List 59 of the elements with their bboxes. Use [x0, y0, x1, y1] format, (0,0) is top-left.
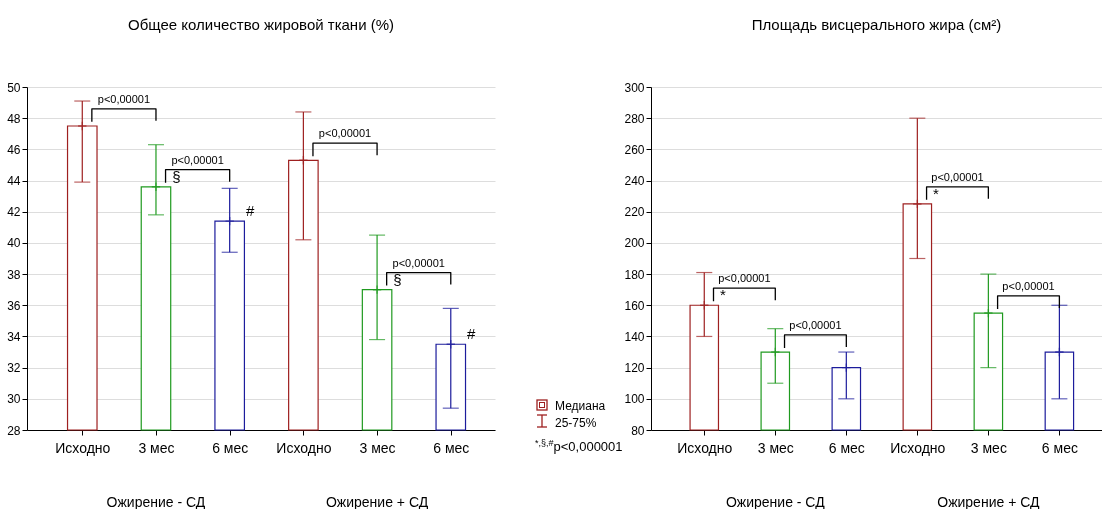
y-tick-label: 240 [624, 174, 645, 189]
annotation: p<0,00001 [931, 170, 984, 183]
y-tick-label: 28 [7, 423, 21, 438]
annotation: p<0,00001 [789, 318, 842, 331]
annotation: § [393, 270, 402, 288]
y-tick-label: 48 [7, 111, 21, 126]
chart-title: Площадь висцерального жира (см²) [751, 16, 1002, 33]
y-tick-label: 80 [631, 423, 645, 438]
x-tick-label: 6 мес [1041, 439, 1078, 456]
y-tick-label: 220 [624, 205, 645, 220]
x-tick-label: 3 мес [359, 439, 396, 456]
text: Ожирение + СД [937, 494, 1040, 509]
x-tick-label: Исходно [276, 439, 332, 456]
annotation: p<0,00001 [318, 127, 372, 140]
y-tick-label: 40 [7, 236, 21, 251]
x-tick-label: 3 мес [757, 439, 794, 456]
y-tick-label: 160 [624, 298, 645, 313]
y-tick-label: 34 [7, 329, 21, 344]
y-tick-label: 100 [624, 392, 645, 407]
y-tick-label: 44 [7, 174, 21, 189]
y-tick-label: 180 [624, 267, 645, 282]
x-tick-label: 6 мес [433, 439, 470, 456]
annotation: p<0,00001 [1002, 279, 1055, 292]
x-tick-label: Исходно [55, 439, 111, 456]
x-tick-label: 6 мес [212, 439, 249, 456]
x-tick-label: Исходно [890, 439, 946, 456]
y-tick-label: 260 [624, 142, 645, 157]
annotation: p<0,00001 [171, 153, 224, 166]
y-tick-label: 38 [7, 267, 21, 282]
y-tick-label: 46 [7, 142, 21, 157]
y-tick-label: 140 [624, 329, 645, 344]
y-tick-label: 42 [7, 205, 21, 220]
x-tick-label: 3 мес [138, 439, 175, 456]
annotation: p<0,00001 [392, 256, 445, 269]
annotation: § [172, 167, 181, 185]
y-tick-label: 120 [624, 361, 645, 376]
text: Ожирение + СД [325, 494, 429, 509]
y-tick-label: 300 [624, 80, 645, 95]
chart-title: Общее количество жировой ткани (%) [127, 16, 395, 33]
text: Ожирение - СД [725, 494, 826, 509]
y-tick-label: 32 [7, 361, 21, 376]
annotation: # [245, 202, 255, 220]
text: $^{*,§,#}$p<0,000001 [535, 438, 623, 455]
annotation: * [719, 286, 726, 304]
x-tick-label: Исходно [677, 439, 733, 456]
y-tick-label: 200 [624, 236, 645, 251]
y-tick-label: 280 [624, 111, 645, 126]
y-tick-label: 36 [7, 298, 21, 313]
text: Медиана [555, 398, 606, 415]
annotation: * [932, 184, 939, 202]
y-tick-label: 30 [7, 392, 21, 407]
x-tick-label: 6 мес [828, 439, 865, 456]
text: Ожирение - СД [106, 494, 206, 509]
x-tick-label: 3 мес [970, 439, 1007, 456]
annotation: p<0,00001 [718, 272, 771, 285]
annotation: p<0,00001 [97, 92, 151, 105]
annotation: # [466, 325, 476, 343]
y-tick-label: 50 [7, 80, 21, 95]
text: 25-75% [555, 415, 598, 432]
